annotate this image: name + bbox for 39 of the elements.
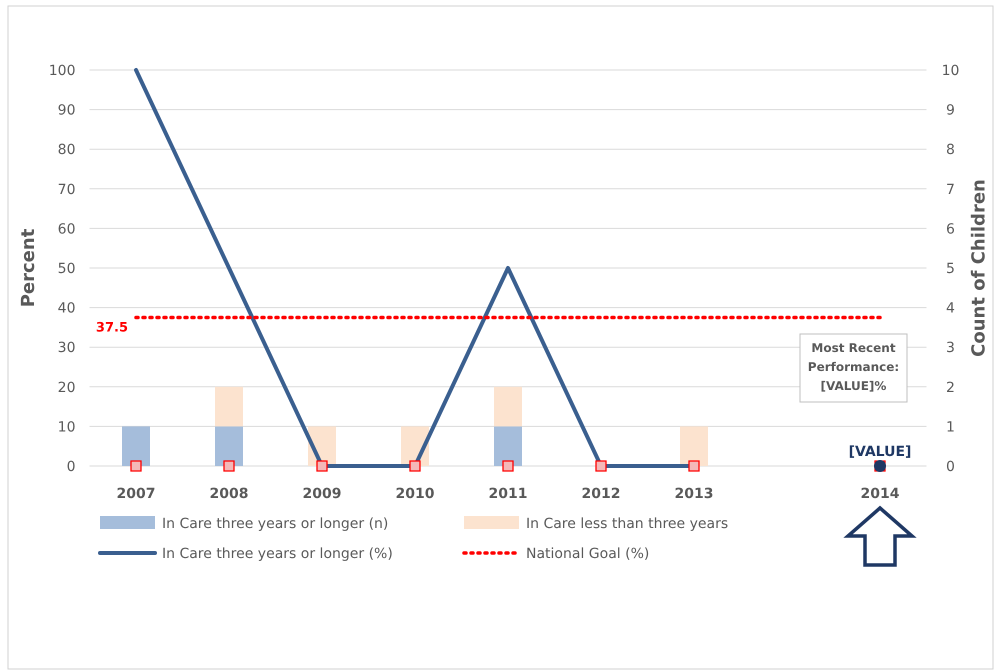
y-tick-label: 90 — [58, 102, 76, 119]
x-tick-label: 2014 — [860, 486, 900, 502]
y-tick-label: 20 — [58, 380, 76, 396]
y2-tick-label: 4 — [946, 300, 956, 317]
y-axis-title: Percent — [18, 228, 39, 308]
legend-label: National Goal (%) — [526, 546, 650, 562]
y2-tick-label: 6 — [946, 221, 956, 238]
x-tick-label: 2010 — [396, 486, 435, 502]
x-tick-label: 2007 — [116, 486, 156, 502]
data-label: [VALUE] — [848, 444, 912, 460]
y2-tick-label: 5 — [946, 261, 955, 277]
y-tick-label: 0 — [66, 459, 76, 475]
y2-axis-title: Count of Children — [968, 179, 990, 357]
x-tick-label: 2009 — [302, 486, 342, 502]
x-tick-label: 2008 — [210, 486, 248, 502]
y2-tick-label: 0 — [946, 459, 955, 475]
y-tick-label: 40 — [58, 300, 76, 317]
x-tick-label: 2013 — [674, 486, 714, 502]
x-tick-label: 2012 — [582, 486, 620, 502]
y2-tick-label: 1 — [946, 419, 955, 436]
y-tick-label: 70 — [58, 182, 76, 198]
y-tick-label: 60 — [58, 221, 76, 238]
y-tick-label: 10 — [58, 419, 76, 436]
y-tick-label: 100 — [48, 63, 76, 79]
y2-tick-label: 7 — [946, 182, 955, 198]
legend-label: In Care three years or longer (n) — [162, 516, 388, 532]
y-tick-label: 30 — [58, 340, 76, 356]
legend-label: In Care three years or longer (%) — [162, 546, 393, 562]
y-tick-label: 50 — [58, 261, 76, 277]
data-label: 37.5 — [96, 320, 128, 336]
y2-tick-label: 3 — [946, 340, 955, 356]
y2-tick-label: 10 — [942, 63, 960, 79]
y2-tick-label: 9 — [946, 102, 955, 119]
annotation: Most Recent Performance: [VALUE]% — [808, 341, 900, 393]
y2-tick-label: 2 — [946, 380, 955, 396]
y-tick-label: 80 — [58, 142, 76, 158]
x-tick-label: 2011 — [488, 486, 528, 502]
legend-label: In Care less than three years — [526, 516, 728, 532]
y2-tick-label: 8 — [946, 142, 955, 158]
